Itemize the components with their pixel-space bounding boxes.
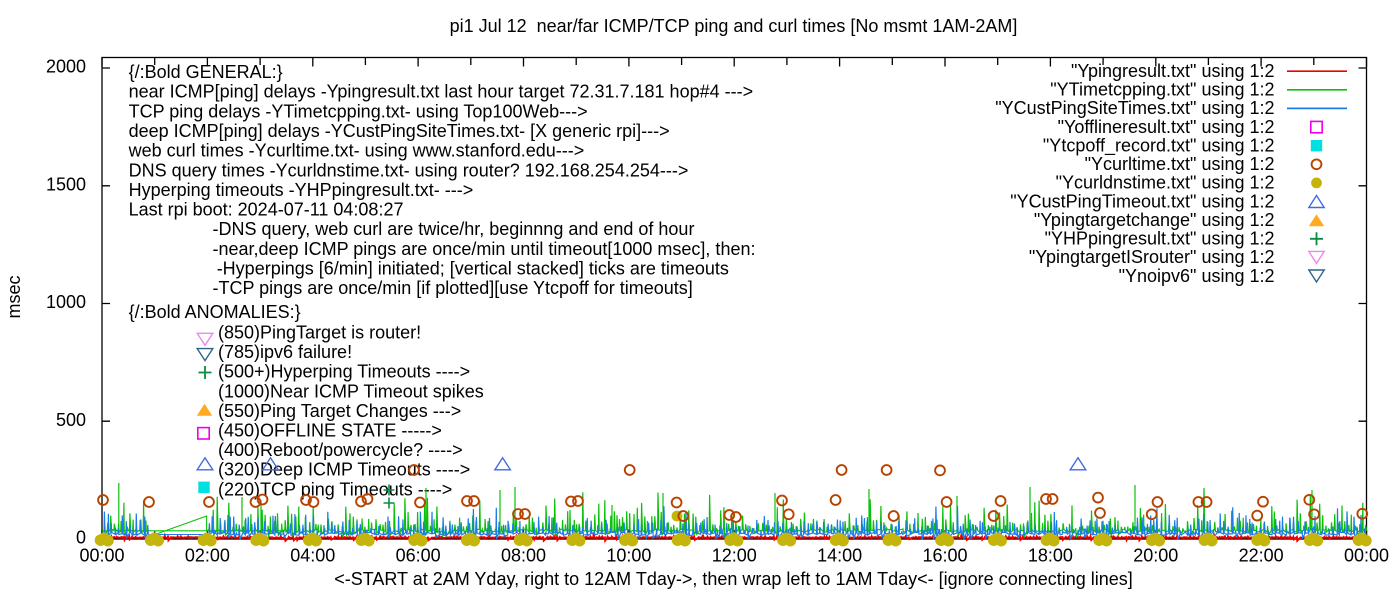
svg-text:(850)PingTarget is router!: (850)PingTarget is router! <box>218 323 421 343</box>
svg-text:00:00: 00:00 <box>79 546 124 566</box>
svg-text:20:00: 20:00 <box>1133 546 1178 566</box>
svg-text:"YCustPingTimeout.txt" using 1: "YCustPingTimeout.txt" using 1:2 <box>1010 191 1274 211</box>
svg-text:12:00: 12:00 <box>712 546 757 566</box>
svg-text:14:00: 14:00 <box>817 546 862 566</box>
svg-text:"YTimetcpping.txt" using 1:2: "YTimetcpping.txt" using 1:2 <box>1050 80 1274 100</box>
svg-text:"YHPpingresult.txt" using 1:2: "YHPpingresult.txt" using 1:2 <box>1045 229 1275 249</box>
svg-text:near ICMP[ping] delays -Ypingr: near ICMP[ping] delays -Ypingresult.txt … <box>129 82 754 102</box>
svg-text:pi1 Jul 12 near/far ICMP/TCP: pi1 Jul 12 near/far ICMP/TCP ping and cu… <box>450 16 1018 36</box>
svg-text:-DNS query, web curl are twice: -DNS query, web curl are twice/hr, begin… <box>213 219 695 239</box>
svg-text:(320)Deep ICMP Timeouts ---->: (320)Deep ICMP Timeouts ----> <box>218 460 470 480</box>
svg-text:1500: 1500 <box>46 174 86 194</box>
svg-text:(785)ipv6 failure!: (785)ipv6 failure! <box>218 342 352 362</box>
svg-text:10:00: 10:00 <box>606 546 651 566</box>
svg-text:-TCP pings are once/min [if pl: -TCP pings are once/min [if plotted][use… <box>213 278 693 298</box>
svg-text:-Hyperpings [6/min] initiated;: -Hyperpings [6/min] initiated; [vertical… <box>217 259 729 279</box>
svg-text:(400)Reboot/powercycle? ---->: (400)Reboot/powercycle? ----> <box>218 440 463 460</box>
svg-text:"YpingtargetISrouter" using 1:: "YpingtargetISrouter" using 1:2 <box>1029 247 1275 267</box>
svg-text:"Ytcpoff_record.txt" using 1:2: "Ytcpoff_record.txt" using 1:2 <box>1043 135 1275 156</box>
svg-text:02:00: 02:00 <box>185 546 230 566</box>
svg-text:-near,deep ICMP pings are once: -near,deep ICMP pings are once/min until… <box>213 239 756 259</box>
svg-text:18:00: 18:00 <box>1028 546 1073 566</box>
svg-text:06:00: 06:00 <box>396 546 441 566</box>
svg-text:"Ypingtargetchange" using 1:2: "Ypingtargetchange" using 1:2 <box>1034 210 1275 230</box>
svg-text:TCP ping delays -YTimetcpping.: TCP ping delays -YTimetcpping.txt- using… <box>129 101 588 121</box>
svg-text:web curl times -Ycurltime.txt-: web curl times -Ycurltime.txt- using www… <box>128 141 585 161</box>
svg-text:"YCustPingSiteTimes.txt" using: "YCustPingSiteTimes.txt" using 1:2 <box>995 98 1274 118</box>
svg-text:(450)OFFLINE STATE ----->: (450)OFFLINE STATE -----> <box>218 421 442 441</box>
svg-text:"Yofflineresult.txt" using 1:2: "Yofflineresult.txt" using 1:2 <box>1058 117 1275 137</box>
svg-text:Hyperping timeouts -YHPpingres: Hyperping timeouts -YHPpingresult.txt- -… <box>129 180 474 200</box>
svg-text:(500+)Hyperping Timeouts ---->: (500+)Hyperping Timeouts ----> <box>218 362 470 382</box>
svg-text:"Ycurldnstime.txt" using 1:2: "Ycurldnstime.txt" using 1:2 <box>1056 173 1275 193</box>
svg-text:2000: 2000 <box>46 57 86 77</box>
svg-text:deep ICMP[ping] delays -YCustP: deep ICMP[ping] delays -YCustPingSiteTim… <box>129 121 670 141</box>
svg-text:16:00: 16:00 <box>922 546 967 566</box>
svg-text:(220)TCP ping Timeouts ---->: (220)TCP ping Timeouts ----> <box>218 479 452 499</box>
svg-text:(1000)Near ICMP Timeout spikes: (1000)Near ICMP Timeout spikes <box>218 381 484 401</box>
svg-text:04:00: 04:00 <box>290 546 335 566</box>
svg-text:(550)Ping Target Changes --->: (550)Ping Target Changes ---> <box>218 401 461 421</box>
svg-text:<-START at 2AM Yday, right to: <-START at 2AM Yday, right to 12AM Tday-… <box>334 569 1133 589</box>
svg-text:"Ynoipv6" using 1:2: "Ynoipv6" using 1:2 <box>1119 266 1275 286</box>
svg-text:00:00: 00:00 <box>1344 546 1389 566</box>
svg-text:"Ycurltime.txt" using 1:2: "Ycurltime.txt" using 1:2 <box>1085 154 1275 174</box>
svg-text:1000: 1000 <box>46 292 86 312</box>
svg-text:08:00: 08:00 <box>501 546 546 566</box>
svg-text:"Ypingresult.txt" using 1:2: "Ypingresult.txt" using 1:2 <box>1071 61 1275 81</box>
svg-text:22:00: 22:00 <box>1239 546 1284 566</box>
svg-text:Last rpi boot: 2024-07-11 04:0: Last rpi boot: 2024-07-11 04:08:27 <box>129 200 404 220</box>
svg-text:{/:Bold ANOMALIES:}: {/:Bold ANOMALIES:} <box>129 302 301 322</box>
svg-text:500: 500 <box>56 410 86 430</box>
svg-text:DNS query times -Ycurldnstime.: DNS query times -Ycurldnstime.txt- using… <box>129 160 689 180</box>
svg-text:msec: msec <box>4 275 24 318</box>
svg-text:{/:Bold GENERAL:}: {/:Bold GENERAL:} <box>129 62 283 82</box>
svg-text:0: 0 <box>76 528 86 548</box>
